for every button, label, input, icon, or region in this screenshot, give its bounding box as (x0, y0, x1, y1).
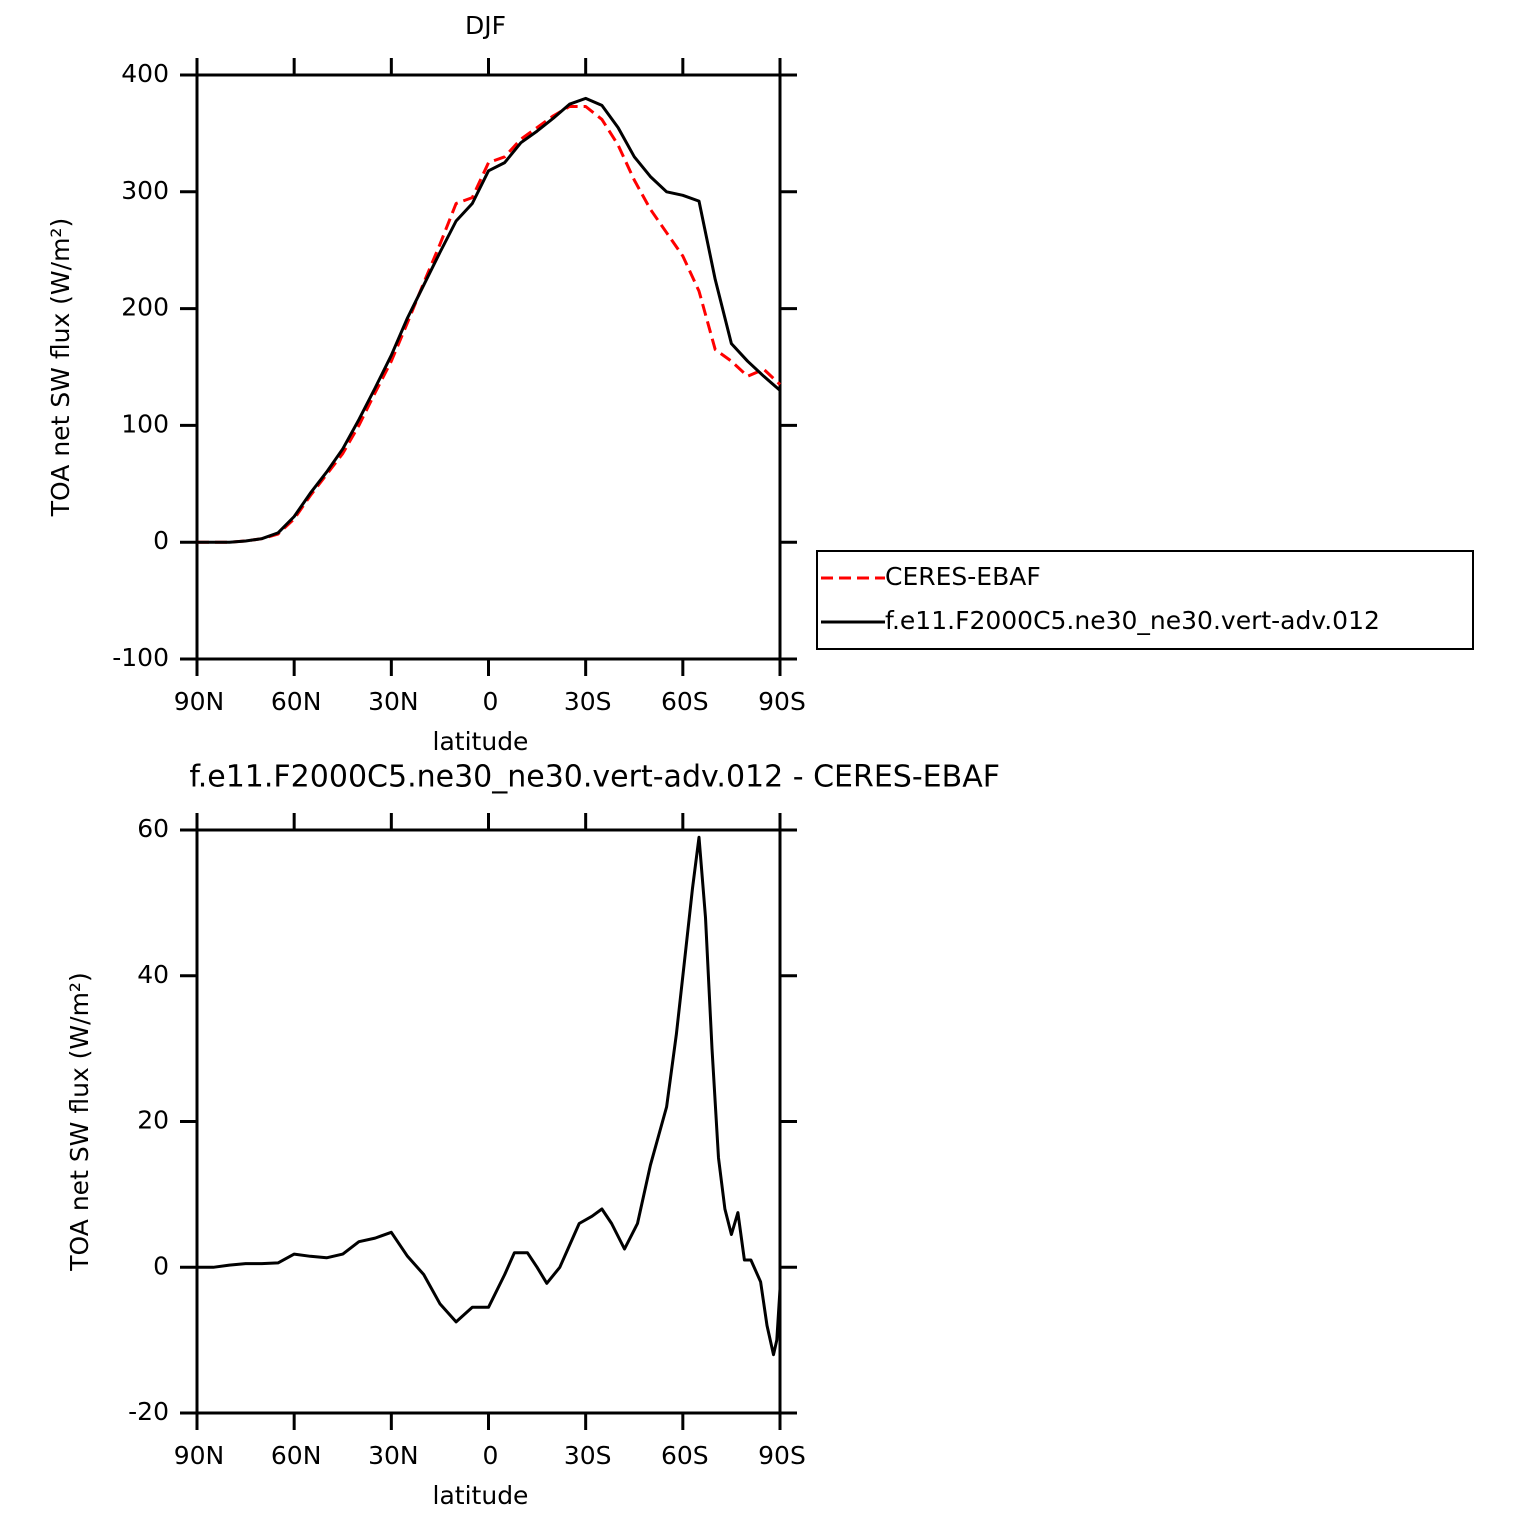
legend-label: f.e11.F2000C5.ne30_ne30.vert-adv.012 (885, 606, 1380, 635)
x-tick-label: 90N (174, 687, 225, 716)
x-tick-label: 60N (271, 687, 322, 716)
legend-box (816, 550, 1474, 650)
x-axis-label: latitude (433, 727, 529, 756)
plot-frame (195, 828, 782, 1415)
y-tick-label: 60 (137, 814, 169, 843)
x-tick-label: 90N (174, 1441, 225, 1470)
x-tick-label: 90S (758, 1441, 806, 1470)
y-axis-label: TOA net SW flux (W/m²) (46, 218, 75, 517)
y-tick-label: 20 (137, 1106, 169, 1135)
y-tick-label: 300 (121, 176, 169, 205)
data-line (197, 96, 781, 544)
x-axis-label: latitude (433, 1481, 529, 1510)
x-tick-label: 30S (564, 1441, 612, 1470)
x-tick-label: 30S (564, 687, 612, 716)
x-tick-label: 60N (271, 1441, 322, 1470)
chart-title: DJF (465, 11, 506, 40)
x-tick-label: 60S (661, 687, 709, 716)
legend-label: CERES-EBAF (885, 562, 1041, 591)
y-tick-label: 400 (121, 59, 169, 88)
y-tick-label: 100 (121, 409, 169, 438)
x-tick-label: 0 (483, 1441, 499, 1470)
chart-title: f.e11.F2000C5.ne30_ne30.vert-adv.012 - C… (189, 760, 1000, 795)
x-tick-label: 60S (661, 1441, 709, 1470)
y-tick-label: 0 (153, 526, 169, 555)
y-axis-label: TOA net SW flux (W/m²) (65, 972, 94, 1271)
x-tick-label: 90S (758, 687, 806, 716)
data-line (197, 105, 782, 544)
y-tick-label: 200 (121, 293, 169, 322)
x-tick-label: 0 (483, 687, 499, 716)
x-tick-label: 30N (368, 687, 419, 716)
y-tick-label: 0 (153, 1251, 169, 1280)
y-tick-label: -100 (112, 643, 169, 672)
y-tick-label: -20 (128, 1397, 169, 1426)
data-line (197, 835, 782, 1357)
x-tick-label: 30N (368, 1441, 419, 1470)
y-tick-label: 40 (137, 960, 169, 989)
plot-frame (195, 73, 782, 661)
